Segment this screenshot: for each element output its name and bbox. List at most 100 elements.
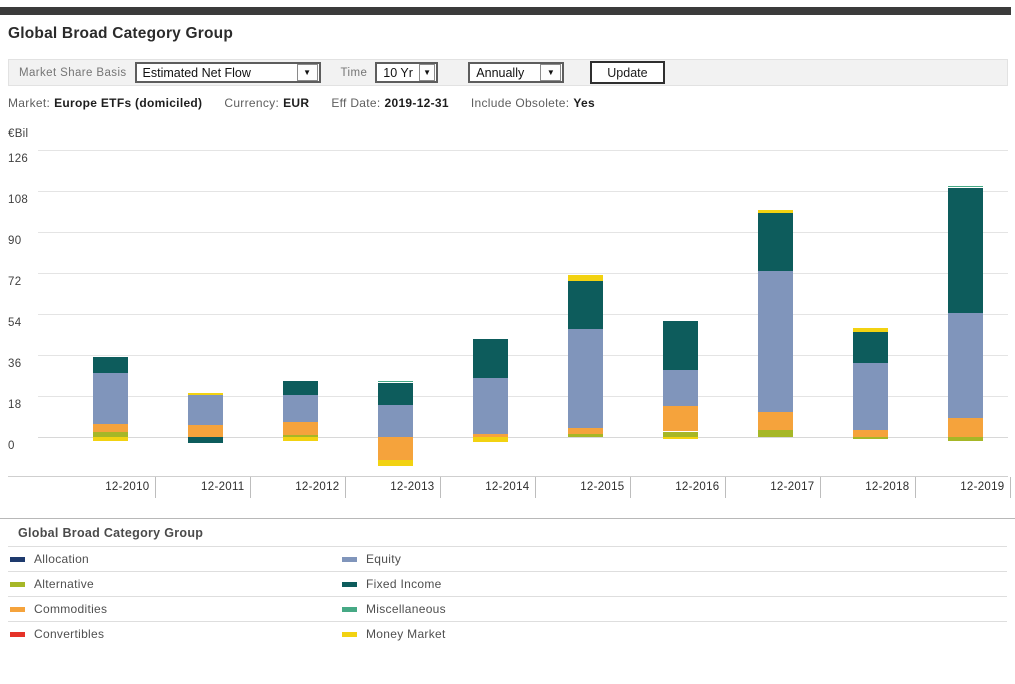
bar-segment-money-market (758, 210, 793, 213)
bar-segment-commodities (378, 437, 413, 460)
legend-item-equity: Equity (340, 546, 1007, 571)
bar-segment-alternative (93, 431, 128, 438)
plot-area: 0 18 36 54 72 90 108 126 (8, 143, 1008, 477)
market-share-basis-value: Estimated Net Flow (142, 65, 251, 80)
update-button[interactable]: Update (590, 61, 665, 84)
chevron-down-icon[interactable]: ▼ (296, 64, 318, 81)
info-item: Market: Europe ETFs (domiciled) (8, 96, 203, 110)
y-tick-label: 18 (8, 399, 22, 412)
y-gridline (38, 396, 1008, 398)
bar-segment-alternative (663, 431, 698, 438)
x-tick-label: 12-2013 (346, 477, 441, 498)
bar-segment-commodities (853, 430, 888, 438)
legend-label: Commodities (34, 602, 108, 616)
bar-segment-commodities (758, 412, 793, 431)
page-title: Global Broad Category Group (8, 25, 234, 42)
bar-segment-equity (568, 328, 603, 429)
bar-segment-commodities (568, 428, 603, 434)
bar-segment-equity (758, 270, 793, 413)
bar-segment-equity (283, 395, 318, 423)
bar-segment-alternative (283, 434, 318, 438)
bar-segment-commodities (473, 433, 508, 438)
legend-label: Convertibles (34, 627, 105, 641)
bar-segment-money-market (568, 275, 603, 281)
legend-label: Alternative (34, 577, 94, 591)
legend-swatch-icon (10, 606, 25, 612)
chart-legend: Global Broad Category Group Allocation Al… (0, 518, 1015, 646)
y-tick-label: 54 (8, 317, 22, 330)
y-tick-label: 0 (8, 440, 15, 453)
bar-segment-equity (378, 405, 413, 438)
market-share-basis-label: Market Share Basis (19, 66, 127, 79)
bar-segment-equity (663, 369, 698, 407)
legend-label: Money Market (366, 627, 446, 641)
x-tick-label: 12-2015 (536, 477, 631, 498)
legend-label: Equity (366, 552, 402, 566)
info-item: Include Obsolete: Yes (470, 96, 595, 110)
y-gridline (38, 314, 1008, 316)
bar-segment-alternative (568, 433, 603, 438)
bar-segment-commodities (283, 422, 318, 435)
legend-item-commodities: Commodities (8, 596, 340, 621)
legend-item-convertibles: Convertibles (8, 621, 340, 646)
x-tick-label: 12-2010 (61, 477, 156, 498)
net-flow-chart: €Bil 0 18 36 54 72 90 108 126 12-2010 12-2011 12-… (8, 128, 1011, 500)
legend-item-miscellaneous: Miscellaneous (340, 596, 1007, 621)
legend-label: Allocation (34, 552, 90, 566)
x-tick-label: 12-2016 (631, 477, 726, 498)
bar-segment-fixed-income (378, 382, 413, 406)
bar-segment-money-market (188, 392, 223, 396)
bar-segment-alternative (948, 437, 983, 441)
bar-segment-commodities (93, 423, 128, 432)
legend-swatch-icon (10, 581, 25, 587)
bar-segment-fixed-income (93, 357, 128, 374)
x-axis: 12-2010 12-2011 12-2012 12-2013 12-2014 12-20… (8, 477, 1011, 500)
bar-segment-equity (853, 363, 888, 431)
top-divider-bar (0, 7, 1011, 15)
x-tick-label: 12-2012 (251, 477, 346, 498)
info-item: Currency: EUR (224, 96, 310, 110)
bar-segment-money-market (378, 460, 413, 466)
bar-segment-fixed-income (948, 187, 983, 313)
bar-segment-miscellaneous (948, 186, 983, 188)
legend-swatch-icon (342, 631, 357, 637)
x-tick-label: 12-2019 (916, 477, 1011, 498)
y-gridline (38, 355, 1008, 357)
bar-segment-alternative (853, 437, 888, 440)
bar-segment-miscellaneous (378, 381, 413, 383)
bar-segment-fixed-income (568, 281, 603, 329)
y-gridline (38, 232, 1008, 233)
chevron-down-icon[interactable]: ▼ (540, 64, 562, 81)
legend-item-money-market: Money Market (340, 621, 1007, 646)
y-gridline (38, 149, 1008, 151)
y-gridline (38, 190, 1008, 192)
bar-segment-money-market (283, 437, 318, 441)
bar-segment-equity (948, 312, 983, 418)
bar-segment-fixed-income (663, 320, 698, 370)
bar-segment-alternative (758, 430, 793, 438)
bar-segment-fixed-income (473, 339, 508, 378)
time-select[interactable]: 10 Yr ▼ (375, 62, 439, 83)
x-tick-label: 12-2018 (821, 477, 916, 498)
x-tick-label: 12-2017 (726, 477, 821, 498)
bar-segment-money-market (853, 327, 888, 333)
y-axis-unit-label: €Bil (8, 128, 29, 140)
chevron-down-icon[interactable]: ▼ (418, 64, 436, 81)
bar-segment-equity (473, 377, 508, 434)
report-info-row: Market: Europe ETFs (domiciled) Currency: E… (8, 96, 1015, 110)
legend-title: Global Broad Category Group (18, 526, 204, 540)
y-gridline (38, 273, 1008, 274)
bar-segment-money-market (93, 437, 128, 441)
legend-swatch-icon (10, 556, 25, 562)
y-tick-label: 72 (8, 276, 22, 288)
market-share-basis-select[interactable]: Estimated Net Flow ▼ (134, 62, 321, 83)
frequency-select[interactable]: Annually ▼ (468, 62, 565, 83)
time-value: 10 Yr (383, 65, 413, 80)
legend-swatch-icon (342, 556, 357, 562)
legend-label: Fixed Income (366, 577, 442, 591)
y-tick-label: 36 (8, 358, 22, 371)
legend-swatch-icon (10, 631, 25, 637)
frequency-value: Annually (476, 65, 525, 80)
bar-segment-equity (93, 373, 128, 424)
bar-segment-money-market (473, 437, 508, 442)
